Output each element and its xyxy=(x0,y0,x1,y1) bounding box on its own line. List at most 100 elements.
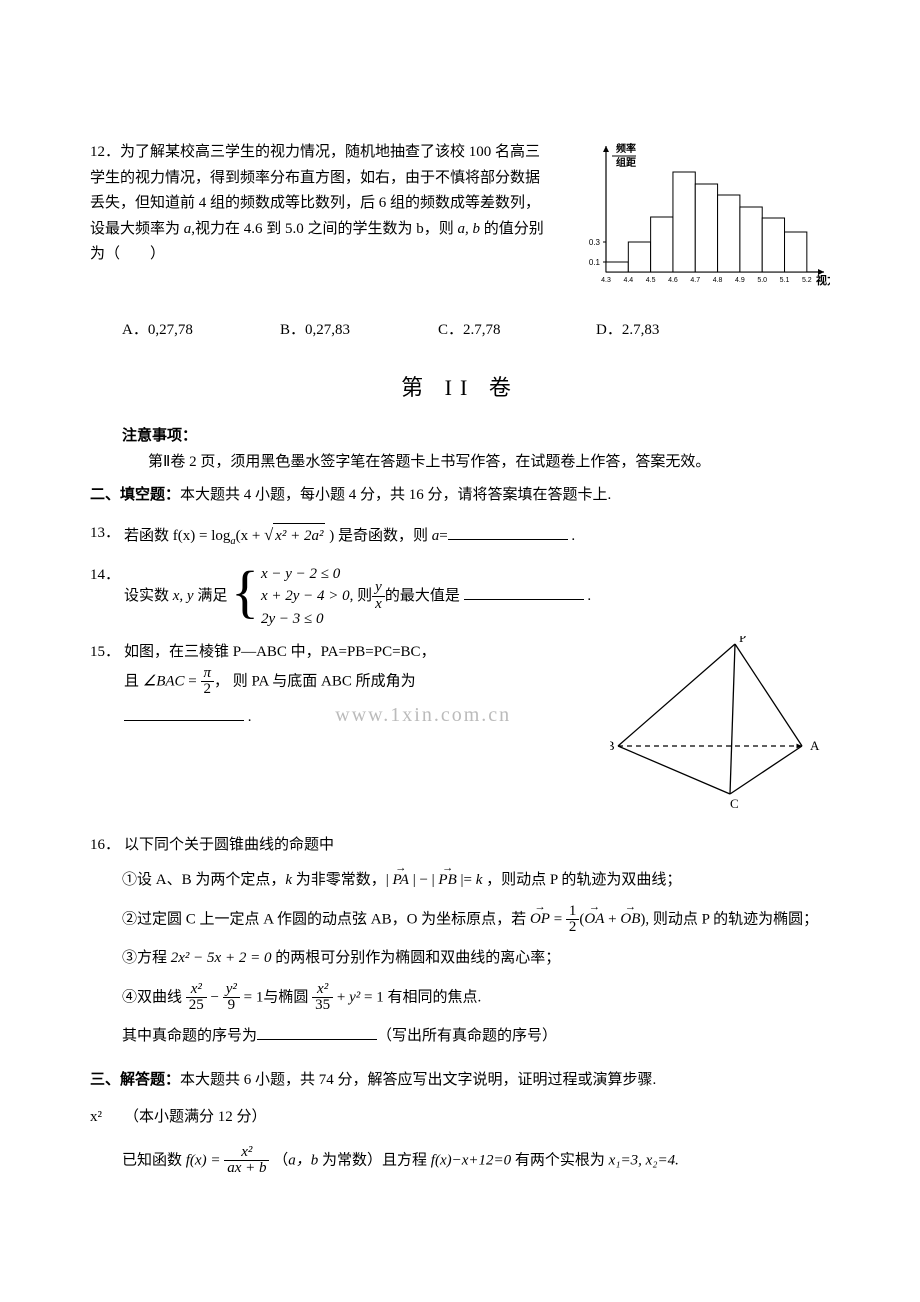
q12-text: 12．为了解某校高三学生的视力情况，随机地抽查了该校 100 名高三学生的视力情… xyxy=(90,140,554,268)
q14-pre: 设实数 xyxy=(124,588,173,604)
svg-text:4.3: 4.3 xyxy=(601,277,611,284)
q12-number: 12． xyxy=(90,144,120,160)
q13-number: 13． xyxy=(90,521,124,551)
q16-3a: ③方程 xyxy=(122,950,171,966)
histogram-svg: 频率组距0.10.34.34.44.54.64.74.84.95.05.15.2… xyxy=(570,140,830,300)
q14-case1: x − y − 2 ≤ 0 xyxy=(261,563,350,586)
fill-section-heading: 二、填空题：本大题共 4 小题，每小题 4 分，共 16 分，请将答案填在答题卡… xyxy=(90,483,830,509)
svg-text:4.5: 4.5 xyxy=(646,277,656,284)
q16-half-den: 2 xyxy=(566,920,580,936)
q13-fx: f(x) = loga(x + √x² + 2a² ) 是奇函数，则 xyxy=(173,528,432,544)
q16-2d: + xyxy=(604,911,620,927)
q15-angle: ∠BAC xyxy=(143,673,185,689)
q12-histogram: 频率组距0.10.34.34.44.54.64.74.84.95.05.15.2… xyxy=(570,140,830,310)
q15-tail: . xyxy=(244,709,252,725)
q16-eqone: = 1 xyxy=(240,989,263,1005)
q15-figure: P A B C xyxy=(610,636,830,821)
q17-body: 已知函数 f(x) = x² ax + b （a，b 为常数）且方程 f(x)−… xyxy=(90,1145,830,1178)
q13-pre: 若函数 xyxy=(124,528,173,544)
q16-4b: 与椭圆 xyxy=(263,989,312,1005)
q17-fx: f(x) = xyxy=(186,1152,224,1168)
q16-item-4: ④双曲线 x² 25 − y² 9 = 1与椭圆 x² 35 + y² = 1 … xyxy=(90,982,830,1015)
q16-2b: = xyxy=(550,911,566,927)
q15-frac-den: 2 xyxy=(201,682,215,698)
q13-eq: = xyxy=(439,528,447,544)
svg-text:5.0: 5.0 xyxy=(757,277,767,284)
svg-text:组距: 组距 xyxy=(616,156,636,169)
answer-section-heading: 三、解答题：本大题共 6 小题，共 74 分，解答应写出文字说明，证明过程或演算… xyxy=(90,1068,830,1094)
question-12: 12．为了解某校高三学生的视力情况，随机地抽查了该校 100 名高三学生的视力情… xyxy=(90,140,830,310)
q17-c: 为常数）且方程 xyxy=(318,1152,431,1168)
svg-text:4.7: 4.7 xyxy=(690,277,700,284)
q12-body-2: ,视力在 4.6 到 5.0 之间的学生数为 b，则 xyxy=(191,221,457,237)
q16-e-den1: 35 xyxy=(312,998,333,1014)
section-2-title: 第 II 卷 xyxy=(90,369,830,406)
q16-tail-b: （写出所有真命题的序号） xyxy=(377,1028,557,1044)
q17-frac-den: ax + b xyxy=(224,1161,269,1177)
choice-a: A．0,27,78 xyxy=(122,318,280,344)
q16-eq3: 2x² − 5x + 2 = 0 xyxy=(171,950,272,966)
q14-frac-den: x xyxy=(372,597,385,613)
q16-ell-1: x² 35 xyxy=(312,982,333,1015)
q16-tail-a: 其中真命题的序号为 xyxy=(122,1028,257,1044)
q14-fraction: y x xyxy=(372,580,385,613)
question-17: x² （本小题满分 12 分） xyxy=(90,1105,830,1131)
q17-b: （ xyxy=(269,1152,288,1168)
q16-item-2: ②过定圆 C 上一定点 A 作圆的动点弦 AB，O 为坐标原点，若 OP = 1… xyxy=(90,904,830,937)
q15-frac-num: π xyxy=(201,666,215,683)
q16-item-3: ③方程 2x² − 5x + 2 = 0 的两根可分别作为椭圆和双曲线的离心率； xyxy=(90,946,830,972)
q17-fraction: x² ax + b xyxy=(224,1145,269,1178)
vector-pa: PA xyxy=(393,868,409,894)
q13-open: (x + xyxy=(236,528,264,544)
q15-text: 15． 如图，在三棱锥 P—ABC 中，PA=PB=PC=BC， 且 ∠BAC … xyxy=(90,636,590,738)
svg-text:0.3: 0.3 xyxy=(589,238,601,247)
notice-body: 第Ⅱ卷 2 页，须用黑色墨水签字笔在答题卡上书写作答，在试题卷上作答，答案无效。 xyxy=(90,450,830,476)
q16-intro: 以下同个关于圆锥曲线的命题中 xyxy=(124,833,830,859)
choice-d: D．2.7,83 xyxy=(596,318,754,344)
choice-c: C．2.7,78 xyxy=(438,318,596,344)
q14-number: 14． xyxy=(90,563,124,631)
q16-4a: ④双曲线 xyxy=(122,989,186,1005)
question-14: 14． 设实数 x, y 满足 { x − y − 2 ≤ 0 x + 2y −… xyxy=(90,563,830,631)
svg-text:5.2: 5.2 xyxy=(802,277,812,284)
case-lines: x − y − 2 ≤ 0 x + 2y − 4 > 0 2y − 3 ≤ 0 xyxy=(261,563,350,631)
q16-1b: 为非零常数，| xyxy=(292,872,393,888)
q16-1c: | − | xyxy=(409,872,438,888)
q17-head: （本小题满分 12 分） xyxy=(124,1105,830,1131)
q16-h-num2: y² xyxy=(223,982,240,999)
question-15: 15． 如图，在三棱锥 P—ABC 中，PA=PB=PC=BC， 且 ∠BAC … xyxy=(90,636,830,821)
q14-after: , 则 xyxy=(350,588,373,604)
svg-text:频率: 频率 xyxy=(616,142,636,155)
fill-section-desc: 本大题共 4 小题，每小题 4 分，共 16 分，请将答案填在答题卡上. xyxy=(180,487,611,503)
notice-heading: 注意事项： xyxy=(90,424,830,450)
case-brace-icon: { x − y − 2 ≤ 0 x + 2y − 4 > 0 2y − 3 ≤ … xyxy=(231,563,350,631)
vector-ob: OB xyxy=(620,907,640,933)
q13-radicand: x² + 2a² xyxy=(275,528,323,544)
q12-choices: A．0,27,78 B．0,27,83 C．2.7,78 D．2.7,83 xyxy=(90,318,830,344)
q16-e-num1: x² xyxy=(312,982,333,999)
q13-fx-text: f(x) = log xyxy=(173,528,231,544)
q16-number: 16． xyxy=(90,833,124,859)
svg-text:B: B xyxy=(610,738,615,753)
q17-ab: a，b xyxy=(288,1152,318,1168)
q16-plus: + xyxy=(333,989,349,1005)
svg-text:C: C xyxy=(730,796,739,811)
left-brace-icon: { xyxy=(231,563,261,631)
q15-blank xyxy=(124,706,244,721)
q16-1d: |= xyxy=(457,872,476,888)
q14-case2: x + 2y − 4 > 0 xyxy=(261,585,350,608)
q15-line1: 如图，在三棱锥 P—ABC 中，PA=PB=PC=BC， xyxy=(124,644,436,660)
question-13: 13． 若函数 f(x) = loga(x + √x² + 2a² ) 是奇函数… xyxy=(90,521,830,551)
q15-eq: = xyxy=(185,673,201,689)
q16-e-y2: y² xyxy=(349,989,360,1005)
q14-case3: 2y − 3 ≤ 0 xyxy=(261,608,350,631)
q17-frac-num: x² xyxy=(224,1145,269,1162)
q15-fraction: π 2 xyxy=(201,666,215,699)
vector-op: OP xyxy=(530,907,550,933)
q14-mid: 满足 xyxy=(194,588,232,604)
q16-tail: 其中真命题的序号为 （写出所有真命题的序号） xyxy=(90,1024,830,1050)
svg-text:P: P xyxy=(739,636,746,645)
svg-text:5.1: 5.1 xyxy=(780,277,790,284)
q15-number: 15． xyxy=(90,640,124,732)
svg-text:A: A xyxy=(810,738,820,753)
